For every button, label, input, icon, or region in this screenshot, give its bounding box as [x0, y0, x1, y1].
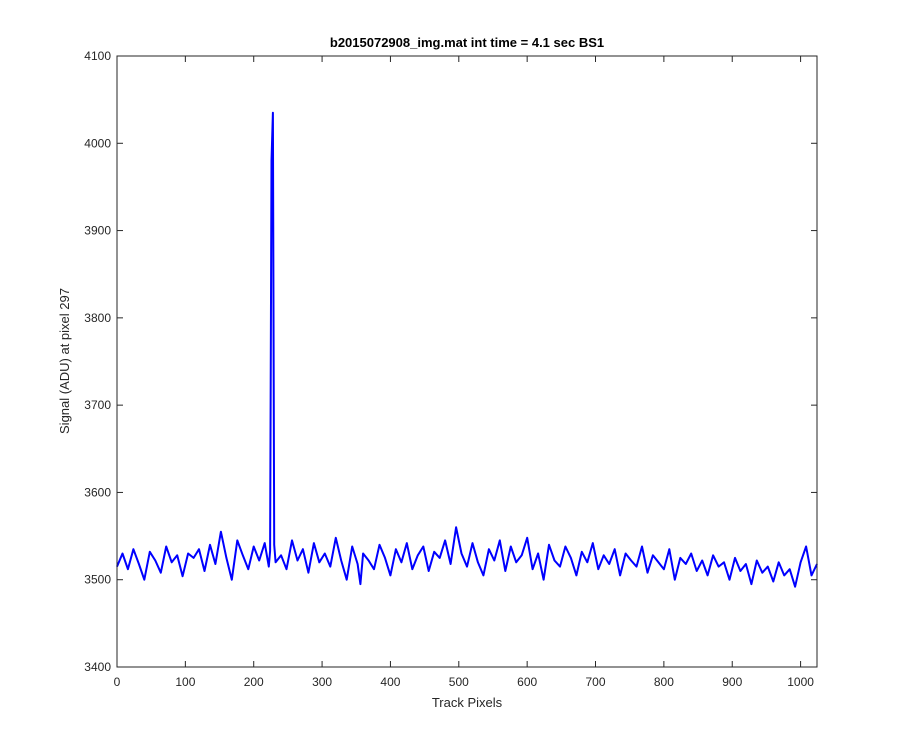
y-axis-label: Signal (ADU) at pixel 297 [57, 288, 72, 434]
y-tick-label: 4100 [84, 49, 111, 63]
y-tick-label: 3800 [84, 311, 111, 325]
y-tick-label: 4000 [84, 136, 111, 150]
axes-box [116, 55, 818, 668]
chart-title: b2015072908_img.mat int time = 4.1 sec B… [330, 35, 604, 50]
x-tick-label: 0 [114, 675, 121, 689]
y-tick-label: 3600 [84, 485, 111, 499]
x-tick-label: 100 [175, 675, 195, 689]
x-tick-label: 400 [380, 675, 400, 689]
x-axis-label: Track Pixels [432, 695, 503, 710]
x-tick-label: 200 [244, 675, 264, 689]
y-tick-label: 3900 [84, 224, 111, 238]
plot-area [117, 56, 817, 667]
ticks-layer: 0 100 200 300 400 500 600 700 800 900 1000 3400 3500… [84, 49, 817, 689]
signal-series-line-0 [116, 111, 818, 588]
x-tick-label: 800 [654, 675, 674, 689]
x-tick-label: 1000 [787, 675, 814, 689]
y-tick-label: 3500 [84, 573, 111, 587]
series-layer [116, 111, 818, 588]
y-tick-label: 3700 [84, 398, 111, 412]
x-tick-label: 900 [722, 675, 742, 689]
x-tick-label: 300 [312, 675, 332, 689]
x-tick-label: 700 [586, 675, 606, 689]
y-tick-label: 3400 [84, 660, 111, 674]
x-tick-label: 500 [449, 675, 469, 689]
x-tick-label: 600 [517, 675, 537, 689]
